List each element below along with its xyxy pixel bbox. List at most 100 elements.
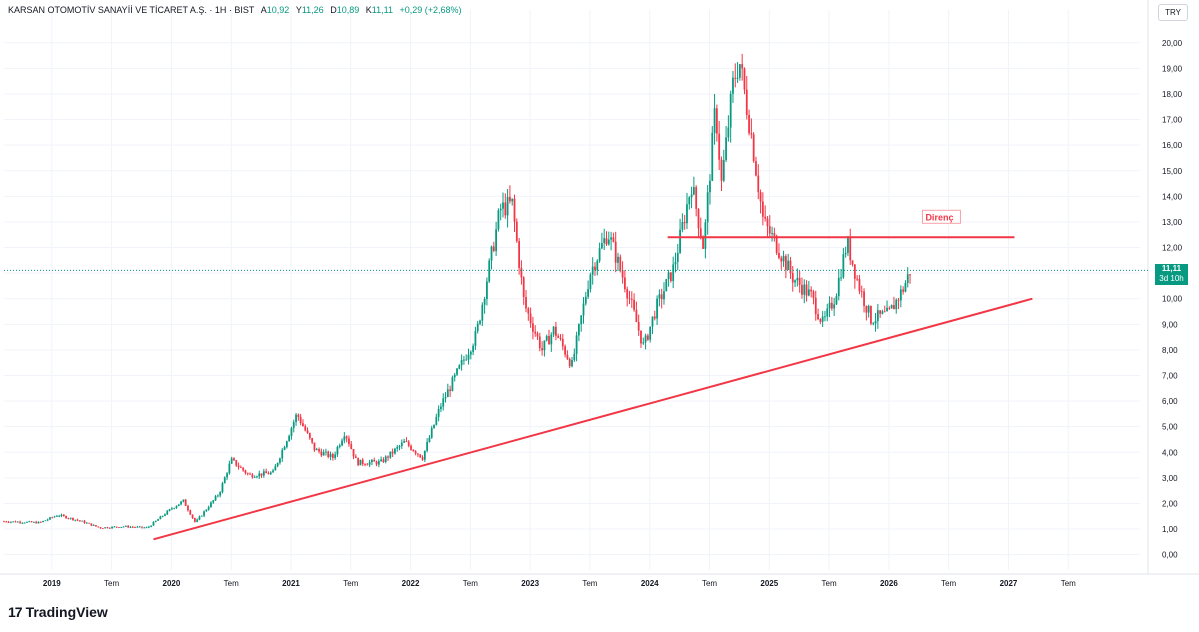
candle-body bbox=[313, 442, 316, 451]
candle-body bbox=[667, 272, 670, 280]
candle-body bbox=[702, 237, 704, 249]
candle-body bbox=[127, 525, 130, 528]
candle-body bbox=[458, 365, 461, 369]
candle-body bbox=[419, 454, 422, 458]
candle-body bbox=[23, 522, 26, 524]
candle-body bbox=[695, 187, 698, 209]
candle-body bbox=[389, 451, 392, 458]
candle-body bbox=[575, 335, 578, 354]
low-label: D bbox=[330, 5, 337, 15]
candle-body bbox=[552, 326, 555, 335]
candle-body bbox=[306, 430, 309, 434]
candle-body bbox=[672, 264, 675, 281]
x-tick-label: 2020 bbox=[163, 579, 181, 588]
candle-body bbox=[715, 108, 718, 134]
candle-body bbox=[704, 222, 707, 249]
candle-body bbox=[72, 517, 74, 521]
candle-body bbox=[727, 127, 730, 138]
candle-body bbox=[899, 289, 902, 301]
candle-body bbox=[732, 77, 734, 94]
candle-body bbox=[216, 495, 219, 497]
candle-body bbox=[223, 477, 226, 484]
candle-body bbox=[697, 208, 700, 229]
candle-body bbox=[318, 449, 320, 452]
candle-body bbox=[65, 516, 67, 519]
candle-body bbox=[76, 519, 79, 521]
candle-body bbox=[706, 192, 709, 223]
candle-body bbox=[856, 278, 859, 280]
candle-body bbox=[821, 316, 824, 322]
candle-body bbox=[32, 521, 35, 523]
candle-body bbox=[840, 277, 842, 279]
candle-body bbox=[550, 334, 553, 345]
candle-body bbox=[587, 289, 589, 297]
currency-button[interactable]: TRY bbox=[1158, 4, 1188, 21]
candle-body bbox=[511, 198, 514, 202]
candle-body bbox=[269, 472, 272, 475]
candle-body bbox=[315, 449, 318, 451]
candle-body bbox=[497, 210, 500, 230]
candle-body bbox=[331, 454, 334, 458]
candle-body bbox=[451, 377, 454, 391]
candle-body bbox=[221, 483, 224, 493]
tradingview-logo[interactable]: 17 TradingView bbox=[8, 604, 108, 620]
candle-body bbox=[95, 525, 97, 527]
candle-body bbox=[904, 283, 907, 292]
candle-body bbox=[768, 226, 771, 234]
support-trendline bbox=[153, 297, 1033, 541]
candle-body bbox=[621, 270, 624, 278]
high-value: 11,26 bbox=[301, 5, 324, 15]
candle-body bbox=[407, 441, 410, 446]
candle-body bbox=[131, 526, 134, 528]
candle-body bbox=[640, 330, 642, 344]
candle-body bbox=[759, 192, 762, 202]
candle-body bbox=[612, 237, 615, 242]
candle-body bbox=[290, 428, 293, 436]
candle-body bbox=[446, 389, 449, 398]
candle-body bbox=[842, 254, 845, 278]
candle-body bbox=[283, 447, 286, 450]
candle-body bbox=[210, 502, 212, 508]
candle-body bbox=[292, 422, 295, 429]
candle-body bbox=[798, 277, 801, 286]
candle-body bbox=[755, 161, 757, 176]
candle-body bbox=[377, 461, 380, 465]
candle-body bbox=[384, 456, 387, 462]
symbol-header: KARSAN OTOMOTİV SANAYİİ VE TİCARET A.Ş. … bbox=[8, 5, 462, 15]
candle-body bbox=[833, 304, 836, 309]
candle-body bbox=[506, 196, 509, 216]
candle-body bbox=[302, 423, 304, 427]
candle-body bbox=[348, 438, 350, 445]
candle-body bbox=[584, 296, 587, 304]
candle-body bbox=[778, 253, 780, 258]
candle-body bbox=[646, 335, 649, 340]
candle-body bbox=[99, 527, 102, 529]
candle-body bbox=[738, 64, 741, 78]
candle-body bbox=[118, 527, 120, 528]
y-tick-label: 6,00 bbox=[1162, 397, 1178, 406]
candle-body bbox=[796, 277, 799, 281]
candle-body bbox=[906, 274, 909, 284]
candle-body bbox=[709, 180, 711, 193]
candle-body bbox=[373, 460, 376, 462]
candle-body bbox=[541, 348, 544, 351]
candle-body bbox=[663, 291, 665, 300]
candle-body bbox=[442, 398, 445, 407]
candle-body bbox=[108, 527, 111, 529]
candle-body bbox=[872, 323, 875, 325]
candle-body bbox=[571, 360, 573, 367]
candle-body bbox=[467, 354, 470, 360]
candle-body bbox=[308, 433, 311, 439]
candle-body bbox=[683, 222, 686, 224]
candle-body bbox=[396, 447, 399, 449]
candle-body bbox=[69, 517, 72, 519]
candle-body bbox=[198, 516, 201, 520]
candle-body bbox=[258, 473, 261, 477]
candle-body bbox=[53, 516, 56, 518]
candle-body bbox=[152, 522, 155, 526]
candle-body bbox=[656, 298, 658, 319]
x-tick-label: 2022 bbox=[402, 579, 420, 588]
candle-body bbox=[495, 229, 498, 251]
